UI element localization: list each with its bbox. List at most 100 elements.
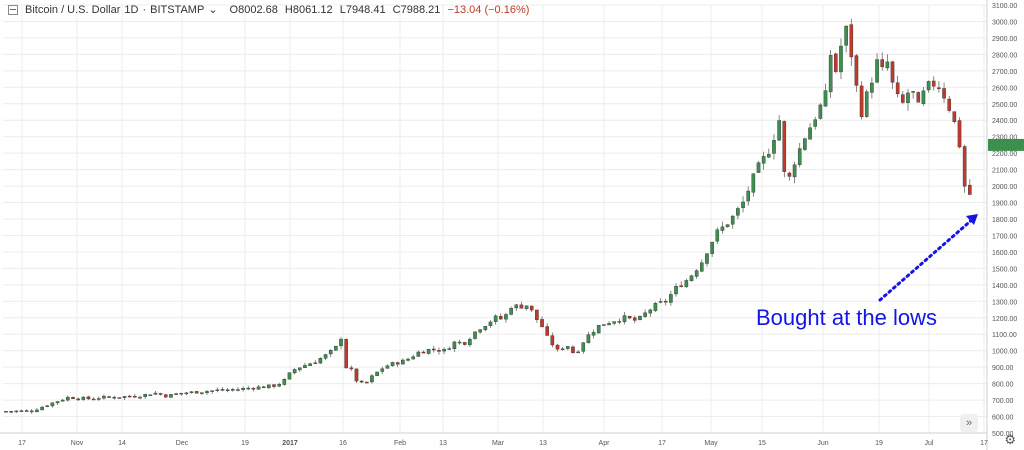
candle-body [76,398,80,401]
price-tick-label: 1300.00 [992,299,1017,306]
candle-body [581,342,586,352]
candle-body [844,25,848,46]
candle-body [968,184,972,195]
candle-body [9,411,13,413]
candle-body [184,392,189,395]
candle-body [96,398,101,400]
annotation-arrow-line [878,216,976,302]
candle-body [540,319,544,328]
candle-body [937,87,941,89]
candle-body [375,371,379,376]
candle-body [591,332,596,336]
symbol-name[interactable]: Bitcoin / U.S. Dollar [25,3,121,16]
candle-body [401,359,405,365]
candle-body [431,348,436,351]
open-value: O8002.68 [229,3,278,16]
price-tick-label: 1000.00 [992,349,1017,356]
low-value: L7948.41 [339,3,386,16]
candle-body [545,326,549,336]
candle-body [834,53,838,72]
candle-body [823,90,828,107]
candle-body [426,349,431,354]
candle-body [225,389,230,392]
candle-body [354,368,359,382]
candle-body [102,395,106,399]
price-tick-label: 2200.00 [992,151,1017,158]
candle-body [210,390,214,392]
candle-body [839,45,843,73]
candle-body [272,384,276,387]
candle-body [663,300,668,303]
price-tick-label: 3100.00 [992,3,1017,10]
candle-body [241,388,245,390]
gear-icon[interactable]: ⚙ [1004,432,1016,447]
candle-body [179,392,184,395]
candle-body [818,104,823,119]
candle-body [617,321,622,323]
candle-body [437,350,441,352]
candle-body [828,55,833,93]
candle-body [194,391,199,394]
interval-label[interactable]: 1D [124,3,139,16]
chevron-down-icon[interactable]: ⌄ [208,4,218,16]
candle-body [143,394,147,397]
time-axis[interactable]: 17 Nov 14 Dec 19 2017 16 Feb 13 Mar 13 Apr 17 May 15 Ju… [0,432,988,447]
time-tick-label: 19 [875,440,883,447]
candle-body [339,338,343,347]
candle-body [854,55,859,86]
candle-body [370,375,374,383]
candle-body [947,98,952,111]
candle-body [395,362,400,365]
candle-body [746,190,750,202]
candle-body [504,314,508,320]
price-tick-label: 2900.00 [992,36,1017,43]
candle-body [308,363,312,366]
candle-body [550,335,555,346]
candle-body [60,399,65,402]
candle-body [174,393,178,395]
price-tick-label: 1100.00 [992,332,1017,339]
candle-body [29,410,34,413]
candle-body [674,286,678,295]
candle-body [416,351,421,357]
candle-body [509,308,513,315]
candle-body [566,346,570,349]
candle-body [334,345,338,351]
candle-body [730,215,735,225]
candle-body [169,394,173,398]
candle-body [220,389,225,391]
candle-body [205,391,209,393]
candle-body [529,305,534,311]
candle-body [246,387,251,390]
candle-body [488,321,493,326]
candle-body [55,401,60,404]
candle-body [287,372,292,380]
candle-body [777,120,781,141]
candle-body [452,341,457,349]
candle-body [612,321,616,324]
price-tick-label: 2300.00 [992,135,1017,142]
scroll-to-realtime-button[interactable]: » [960,414,978,432]
candle-body [875,59,879,83]
price-tick-label: 600.00 [992,415,1014,422]
collapse-legend-button[interactable] [8,4,18,15]
close-value: C7988.21 [392,3,441,16]
candlestick-series [4,18,972,414]
price-axis[interactable]: 500.00 600.00 700.00 800.00 900.00 1000.00 110… [986,0,1024,450]
candle-body [772,140,776,154]
price-tick-label: 2700.00 [992,69,1017,76]
candle-body [45,405,50,407]
time-tick-label: May [704,440,718,447]
time-tick-label: 17 [980,440,988,447]
candle-body [622,315,627,322]
candle-body [596,325,601,334]
candle-body [117,397,122,399]
exchange-label[interactable]: BITSTAMP [150,3,205,16]
time-tick-label: Apr [599,440,611,447]
candle-body [277,384,281,387]
time-tick-label: 17 [658,440,666,447]
candle-body [35,409,39,413]
candle-body [870,82,874,93]
candle-body [679,285,683,288]
